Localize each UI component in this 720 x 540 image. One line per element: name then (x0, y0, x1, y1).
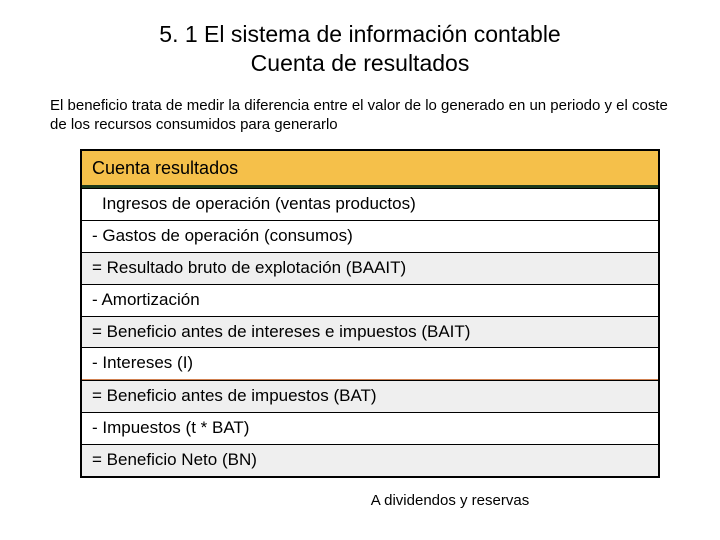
title-block: 5. 1 El sistema de información contable … (50, 20, 670, 78)
footer-note: A dividendos y reservas (50, 492, 670, 509)
title-line-2: Cuenta de resultados (50, 49, 670, 78)
table-row: - Amortización (82, 284, 658, 316)
table-row: - Impuestos (t * BAT) (82, 412, 658, 444)
table-row: - Intereses (I) (82, 347, 658, 380)
table-row: = Beneficio antes de impuestos (BAT) (82, 380, 658, 412)
table-row: = Beneficio antes de intereses e impuest… (82, 316, 658, 348)
intro-paragraph: El beneficio trata de medir la diferenci… (50, 96, 670, 135)
table-row: - Gastos de operación (consumos) (82, 220, 658, 252)
table-row: Ingresos de operación (ventas productos) (82, 188, 658, 220)
table-header: Cuenta resultados (82, 149, 658, 188)
table-row: = Resultado bruto de explotación (BAAIT) (82, 252, 658, 284)
income-statement-table: Cuenta resultados Ingresos de operación … (80, 149, 660, 479)
table-row: = Beneficio Neto (BN) (82, 444, 658, 476)
title-line-1: 5. 1 El sistema de información contable (50, 20, 670, 49)
